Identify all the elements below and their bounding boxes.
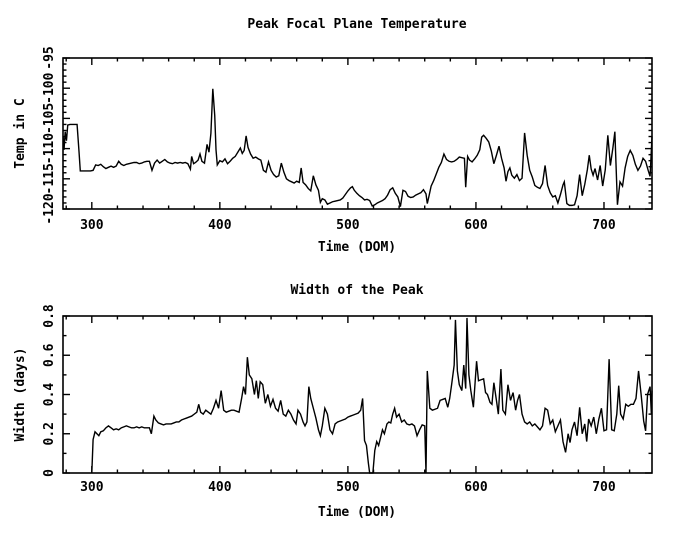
y-tick-label: -120 xyxy=(42,193,57,224)
y-tick-label: -100 xyxy=(42,72,57,103)
axis-frame xyxy=(62,57,653,210)
y-tick-label: 0.8 xyxy=(42,304,57,328)
x-axis-label: Time (DOM) xyxy=(318,240,396,255)
y-tick-label: -105 xyxy=(42,103,57,134)
x-tick-label: 300 xyxy=(80,480,104,495)
x-tick-label: 300 xyxy=(80,218,104,233)
y-tick-label: 0.6 xyxy=(42,343,57,367)
x-tick-label: 500 xyxy=(336,480,360,495)
y-axis-label: Temp in C xyxy=(13,98,28,168)
chart-width-of-the-peak: Width of the Peak Time (DOM) Width (days… xyxy=(13,283,653,520)
x-tick-label: 600 xyxy=(464,218,488,233)
y-tick-label: 0.2 xyxy=(42,422,57,445)
plot-area: 300 400 500 600 700 0 0.2 0.4 0.6 0.8 xyxy=(42,304,653,495)
y-axis-label: Width (days) xyxy=(13,348,28,442)
peak-focal-plane-temperature-line xyxy=(62,88,653,207)
chart-peak-focal-plane-temperature: Peak Focal Plane Temperature Time (DOM) … xyxy=(13,17,653,255)
chart-title: Peak Focal Plane Temperature xyxy=(247,17,466,32)
x-tick-label: 600 xyxy=(464,480,488,495)
axis-frame xyxy=(62,315,653,474)
plot-area: 300 400 500 600 700 -120-115-110-105-100 -95 xyxy=(42,46,653,233)
y-tick-label: -115 xyxy=(42,163,57,194)
y-tick-label: 0 xyxy=(42,469,57,477)
y-tick-label: 0.4 xyxy=(42,383,57,407)
x-axis-label: Time (DOM) xyxy=(318,505,396,520)
x-tick-label: 400 xyxy=(208,218,232,233)
x-tick-label: 500 xyxy=(336,218,360,233)
x-tick-label: 700 xyxy=(592,480,616,495)
x-tick-label: 400 xyxy=(208,480,232,495)
y-tick-label: -95 xyxy=(42,46,57,69)
y-tick-label: -110 xyxy=(42,133,57,164)
x-tick-label: 700 xyxy=(592,218,616,233)
width-of-peak-line xyxy=(91,317,653,474)
chart-title: Width of the Peak xyxy=(290,283,423,298)
